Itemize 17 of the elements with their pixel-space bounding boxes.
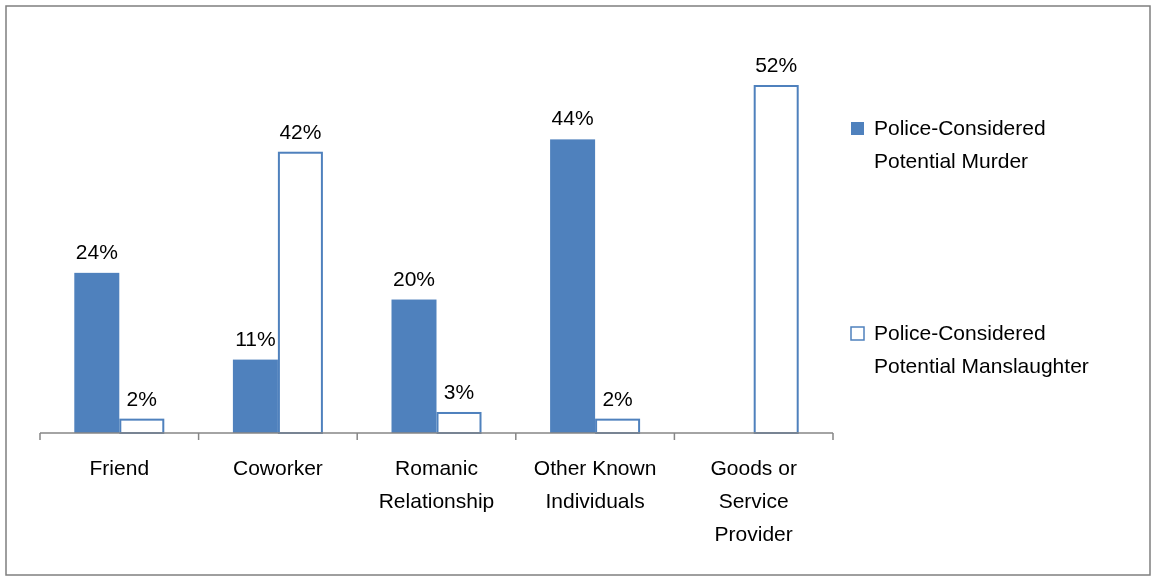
data-label: 11%	[235, 326, 276, 350]
bar	[753, 85, 799, 434]
data-label: 42%	[279, 119, 322, 143]
data-label: 2%	[602, 386, 633, 410]
data-label: 44%	[551, 106, 594, 130]
x-tick-label: Goods or Service Provider	[710, 456, 797, 545]
x-tick-label: Other Known Individuals	[533, 456, 657, 512]
legend-label: Police-Considered Potential Manslaughter	[874, 321, 1089, 377]
data-label: 2%	[126, 386, 157, 410]
x-tick-label: Coworker	[232, 456, 323, 479]
data-label: 20%	[392, 266, 436, 290]
x-tick-label: Friend	[89, 456, 150, 479]
data-label: 3%	[443, 379, 475, 403]
legend-label: Police-Considered Potential Murder	[874, 116, 1046, 172]
data-label: 24%	[75, 239, 118, 263]
x-tick-label: Romanic Relationship	[378, 456, 495, 512]
data-label: 52%	[755, 53, 798, 76]
